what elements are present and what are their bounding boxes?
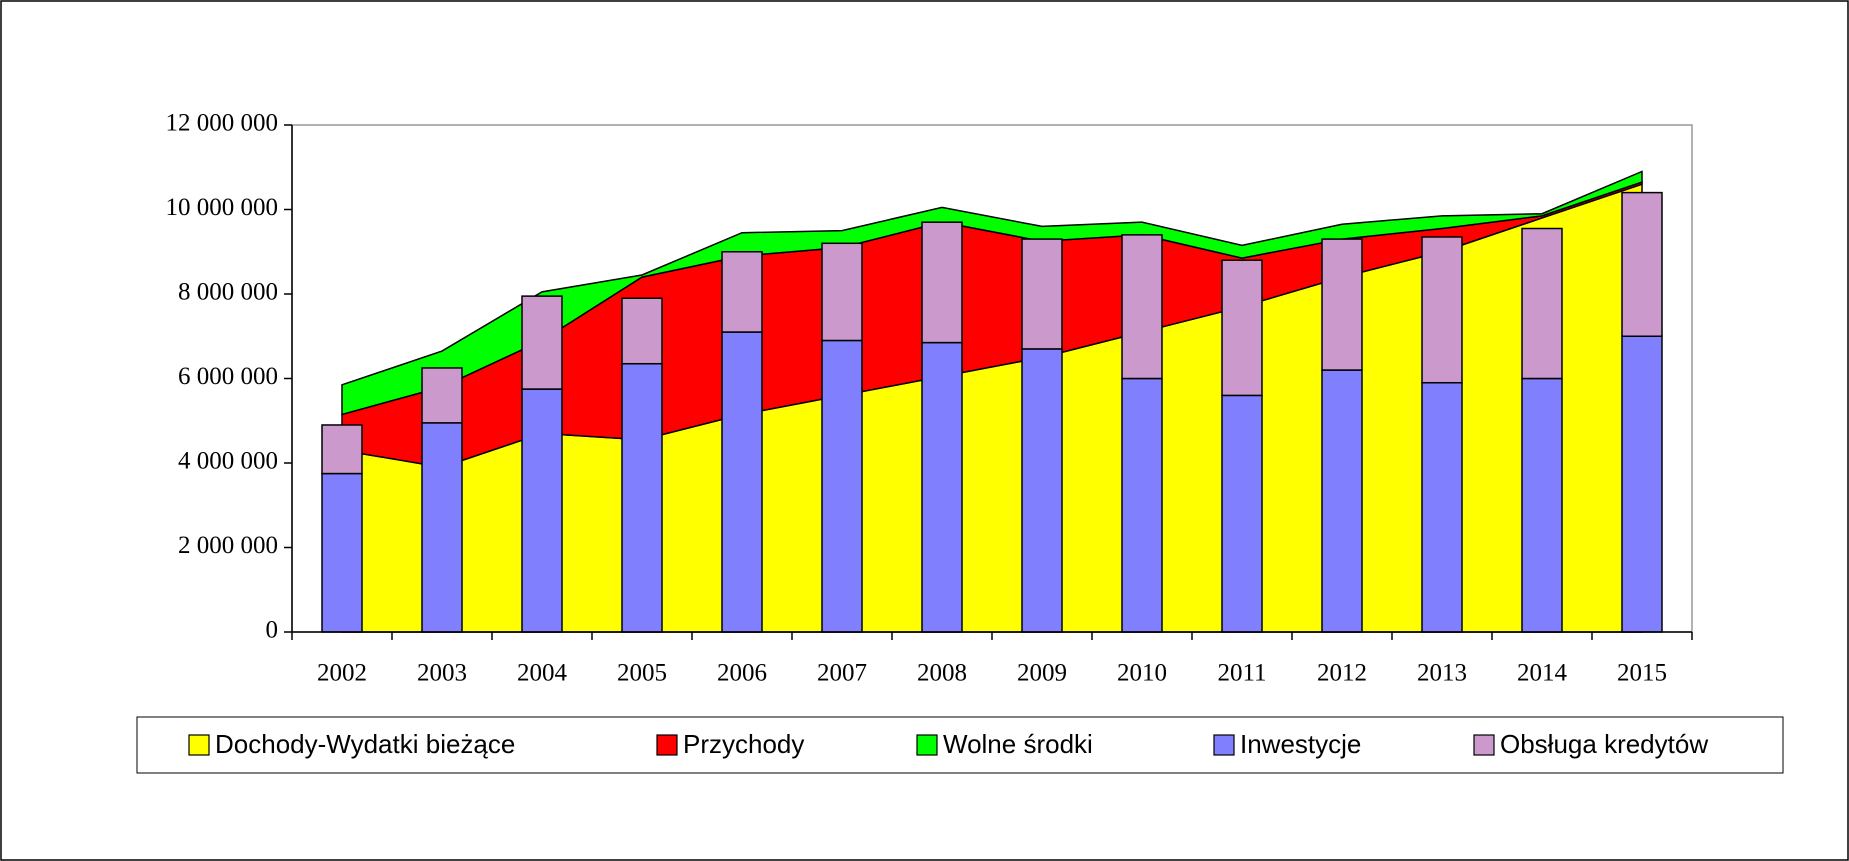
bar (1621, 191, 1663, 337)
bar (621, 297, 663, 365)
bar (721, 251, 763, 333)
bar (521, 388, 563, 633)
legend-box (136, 716, 1784, 774)
bar (1221, 259, 1263, 397)
x-tick-label: 2005 (617, 660, 667, 687)
x-tick-label: 2010 (1117, 660, 1167, 687)
x-tick-label: 2007 (817, 660, 867, 687)
bar (421, 367, 463, 424)
bar (421, 422, 463, 633)
legend-label: Dochody-Wydatki bieżące (215, 729, 515, 759)
bar (1321, 238, 1363, 371)
bar (521, 295, 563, 390)
x-tick-label: 2015 (1617, 660, 1667, 687)
y-tick-label: 0 (266, 617, 279, 644)
legend-swatch (1213, 734, 1235, 756)
legend-swatch (916, 734, 938, 756)
bar (821, 339, 863, 633)
bar (1521, 227, 1563, 380)
bar (921, 221, 963, 344)
x-tick-label: 2003 (417, 660, 467, 687)
bar (621, 362, 663, 633)
x-tick-label: 2006 (717, 660, 767, 687)
x-tick-label: 2011 (1217, 660, 1266, 687)
x-tick-label: 2004 (517, 660, 568, 687)
bar (1421, 381, 1463, 633)
legend-label: Przychody (683, 729, 804, 759)
bar (1321, 369, 1363, 633)
y-tick-label: 6 000 000 (178, 363, 278, 390)
bar (1521, 377, 1563, 633)
bar (1121, 234, 1163, 380)
x-tick-label: 2014 (1517, 660, 1568, 687)
y-tick-label: 2 000 000 (178, 532, 278, 559)
x-tick-label: 2013 (1417, 660, 1467, 687)
bar (721, 331, 763, 633)
legend-label: Wolne środki (943, 729, 1093, 759)
bar (921, 341, 963, 633)
y-tick-label: 12 000 000 (166, 110, 279, 137)
bar (1021, 348, 1063, 633)
bar (1121, 377, 1163, 633)
bar (1621, 335, 1663, 633)
y-tick-label: 8 000 000 (178, 279, 278, 306)
legend-swatch (188, 734, 210, 756)
x-tick-label: 2012 (1317, 660, 1367, 687)
bar (321, 424, 363, 475)
y-tick-label: 4 000 000 (178, 448, 278, 475)
bar (321, 472, 363, 633)
area (341, 170, 1643, 416)
y-tick-label: 10 000 000 (166, 194, 279, 221)
bar (821, 242, 863, 342)
bar (1421, 236, 1463, 384)
bar (1021, 238, 1063, 350)
bar (1221, 394, 1263, 633)
legend-label: Obsługa kredytów (1500, 729, 1708, 759)
x-tick-label: 2002 (317, 660, 367, 687)
x-tick-label: 2009 (1017, 660, 1067, 687)
x-tick-label: 2008 (917, 660, 967, 687)
legend-label: Inwestycje (1240, 729, 1361, 759)
legend-swatch (1473, 734, 1495, 756)
legend-swatch (656, 734, 678, 756)
